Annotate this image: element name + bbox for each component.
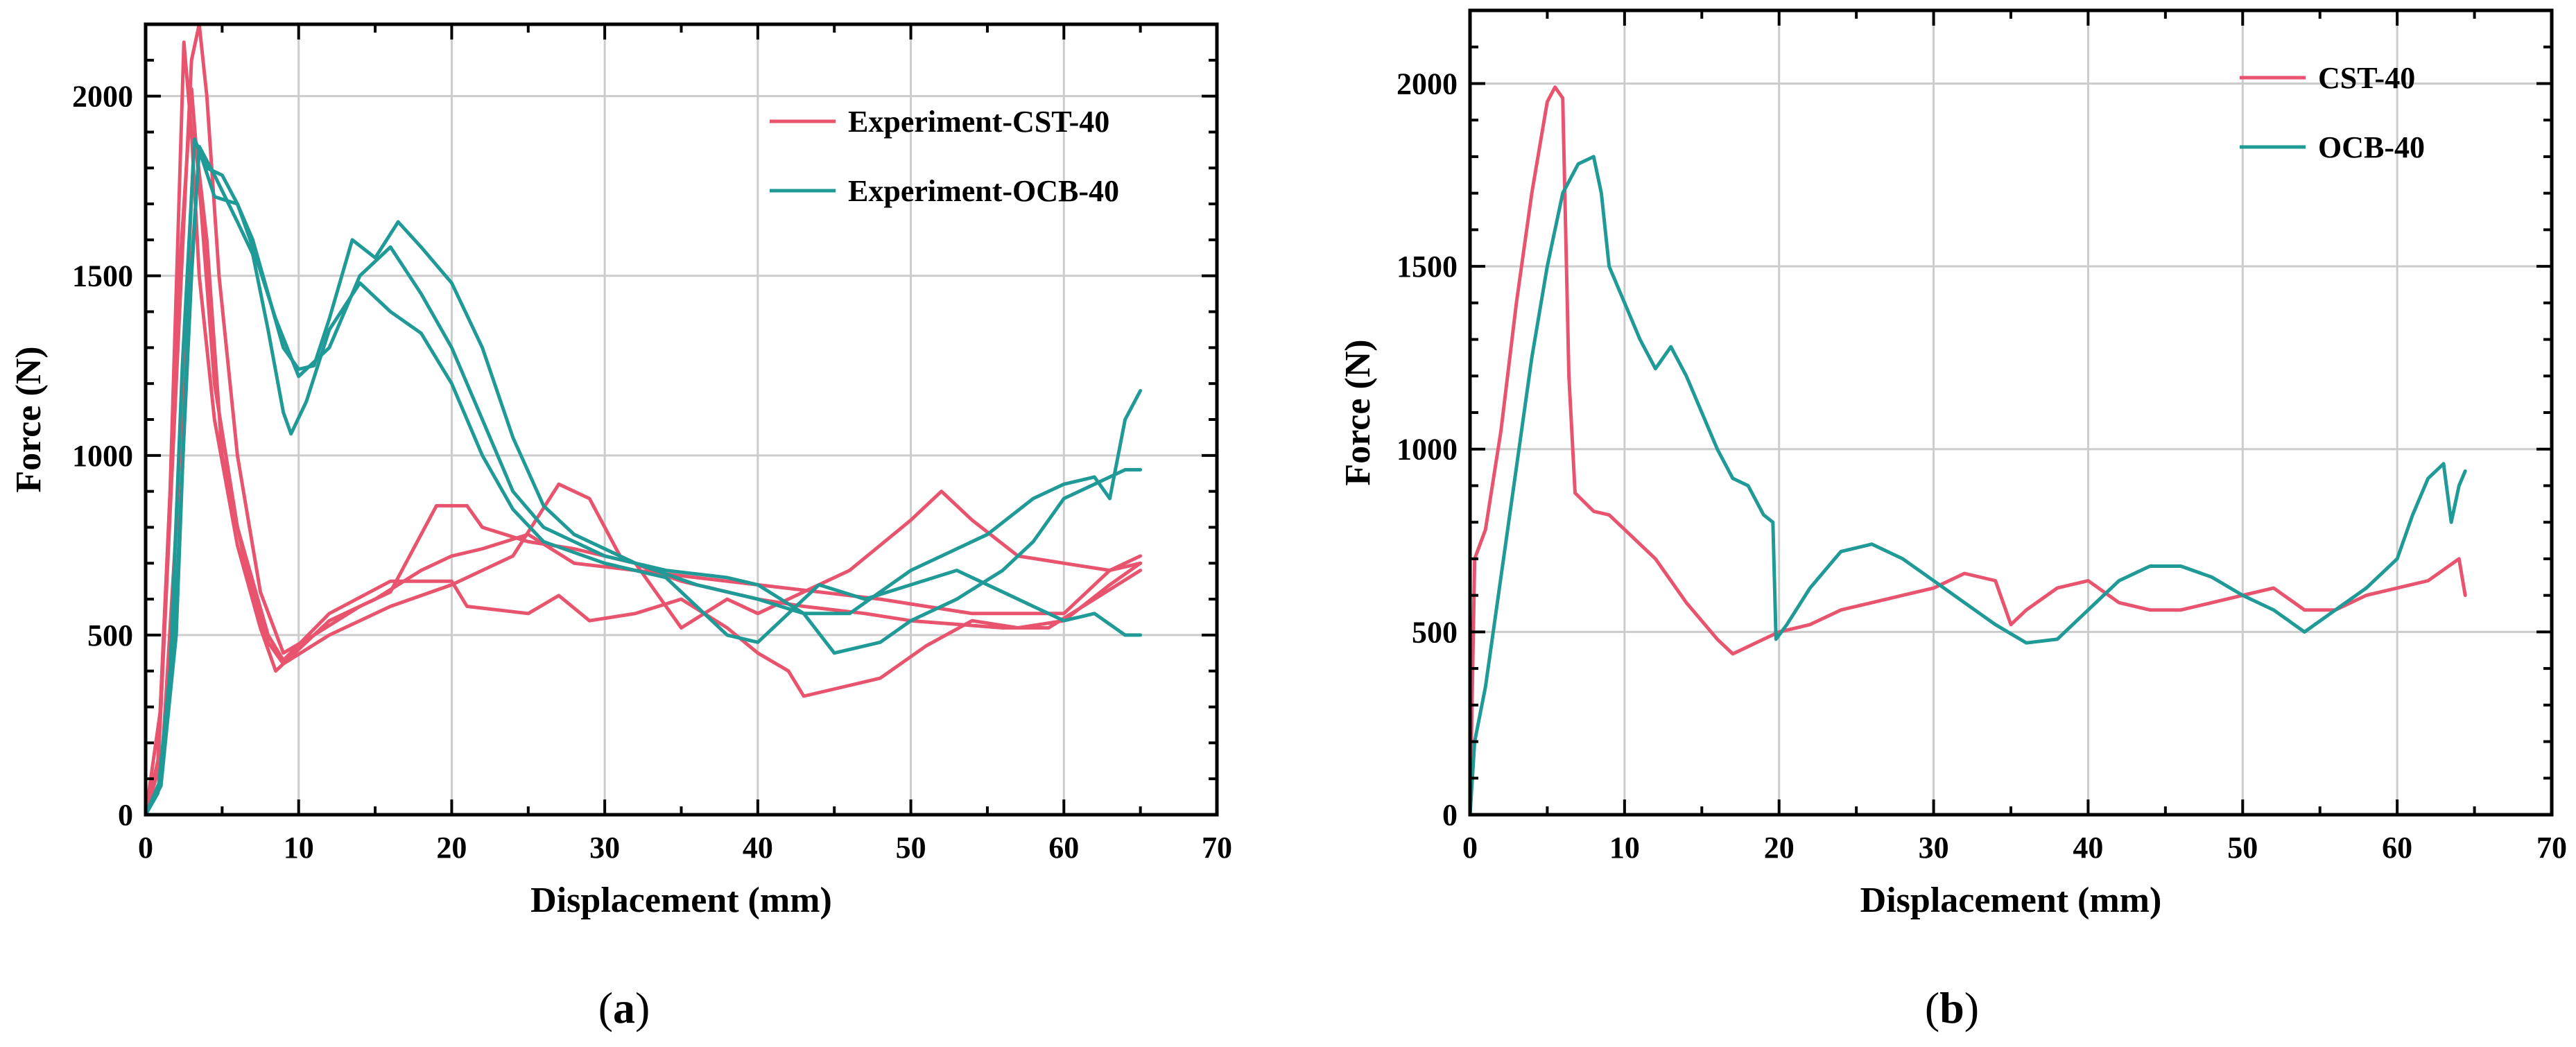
charta-y-axis-title: Force (N) [9, 346, 49, 492]
chartb-y-axis-title: Force (N) [1338, 339, 1378, 485]
chart-panel-b: 0 10 20 30 40 50 60 70 0 500 1000 1500 2000 Displacem… [1338, 8, 2567, 1032]
charta-xtick-label-50: 50 [896, 831, 926, 865]
charta-legend-label-cst: Experiment-CST-40 [848, 105, 1109, 139]
charta-xtick-label-30: 30 [589, 831, 620, 865]
chartb-xtick-label-40: 40 [2073, 831, 2103, 865]
charta-xtick-label-10: 10 [284, 831, 314, 865]
chartb-ytick-label-2000: 2000 [1397, 67, 1458, 101]
chartb-xtick-label-50: 50 [2227, 831, 2258, 865]
charta-ytick-label-1500: 1500 [72, 259, 133, 293]
chartb-ytick-label-500: 500 [1412, 615, 1458, 649]
charta-series-cst-1 [144, 22, 1143, 817]
charta-series-cst-0 [144, 40, 1143, 817]
charta-ytick-label-500: 500 [87, 618, 133, 652]
charta-x-axis-title: Displacement (mm) [530, 881, 832, 920]
chartb-ytick-label-0: 0 [1442, 798, 1458, 832]
chartb-ytick-label-1000: 1000 [1397, 433, 1458, 467]
charta-series-cst-3 [144, 130, 1143, 817]
chartb-ytick-label-1500: 1500 [1397, 250, 1458, 284]
chartb-legend-label-cst: CST-40 [2318, 61, 2415, 95]
chartb-legend-label-ocb: OCB-40 [2318, 130, 2425, 164]
charta-xtick-label-20: 20 [436, 831, 467, 865]
chartb-x-axis-title: Displacement (mm) [1860, 881, 2162, 920]
charta-ytick-label-0: 0 [118, 798, 133, 832]
charta-series-ocb-6 [144, 148, 1143, 817]
charta-xtick-label-0: 0 [138, 831, 153, 865]
charta-series-ocb-5 [144, 144, 1143, 817]
charta-frame [144, 22, 1219, 817]
charta-ytick-label-1000: 1000 [72, 439, 133, 473]
charta-series-cst-2 [144, 87, 1143, 817]
chartb-series-ocb-1 [1468, 155, 2467, 817]
charta-xtick-label-60: 60 [1048, 831, 1079, 865]
chartb-panel-label: (b) [1925, 983, 1979, 1032]
chartb-xtick-label-60: 60 [2382, 831, 2412, 865]
chartb-series-cst-0 [1468, 85, 2467, 817]
charta-xtick-label-40: 40 [743, 831, 773, 865]
charta-series-ocb-4 [144, 137, 1143, 817]
chartb-xtick-label-30: 30 [1919, 831, 1949, 865]
chartb-xtick-label-0: 0 [1462, 831, 1478, 865]
charta-xtick-label-70: 70 [1202, 831, 1232, 865]
chart-panel-a: 0 10 20 30 40 50 60 70 0 500 1000 1500 2000 Displacem… [9, 22, 1232, 1032]
chartb-xtick-label-20: 20 [1764, 831, 1795, 865]
chartb-xtick-label-70: 70 [2536, 831, 2567, 865]
charta-panel-label: (a) [598, 983, 650, 1032]
charta-legend-label-ocb: Experiment-OCB-40 [848, 174, 1119, 208]
charta-ytick-label-2000: 2000 [72, 80, 133, 114]
chartb-xtick-label-10: 10 [1609, 831, 1640, 865]
